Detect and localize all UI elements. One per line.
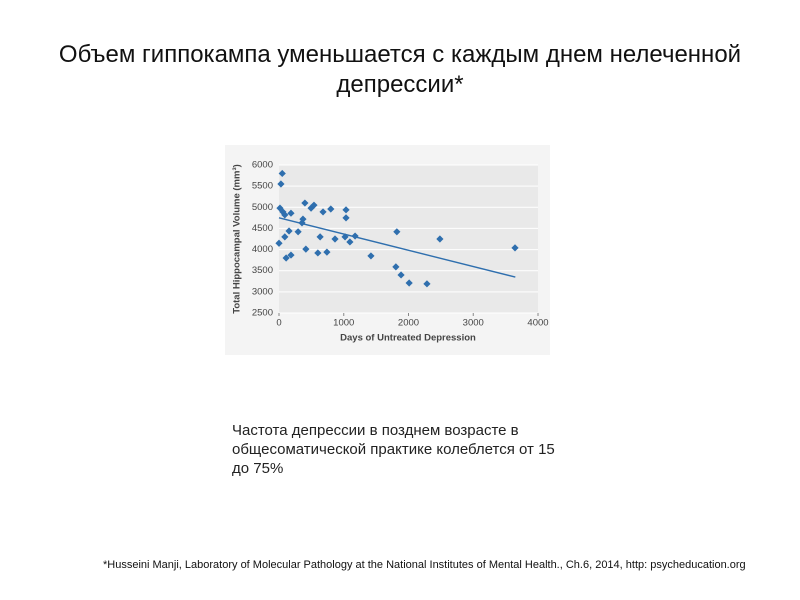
x-tick-label: 3000 (463, 318, 484, 329)
data-point (342, 214, 350, 222)
footnote: *Husseini Manji, Laboratory of Molecular… (103, 559, 746, 571)
data-point (275, 239, 283, 247)
data-point (392, 263, 400, 271)
data-point (511, 244, 519, 252)
data-point (277, 180, 285, 188)
x-tick-label: 4000 (527, 318, 548, 329)
data-point (294, 228, 302, 236)
data-point (436, 235, 444, 243)
x-axis-label: Days of Untreated Depression (340, 333, 476, 344)
y-tick-label: 4500 (252, 223, 273, 234)
data-point (342, 206, 350, 214)
slide-title: Объем гиппокампа уменьшается с каждым дн… (58, 41, 742, 98)
x-tick-label: 2000 (398, 318, 419, 329)
data-point (346, 238, 354, 246)
trend-line (278, 217, 516, 278)
data-point (285, 227, 293, 235)
y-tick-label: 6000 (252, 160, 273, 171)
y-tick-label: 4000 (252, 244, 273, 255)
note-text: Частота депрессии в позднем возрасте в о… (232, 422, 555, 477)
x-tick-label: 0 (276, 318, 281, 329)
data-point (301, 199, 309, 207)
data-point (282, 254, 290, 262)
data-point (351, 232, 359, 240)
y-tick-label: 2500 (252, 308, 273, 319)
plot-area (279, 165, 538, 313)
chart: Days of Untreated Depression Total Hippo… (225, 145, 550, 355)
y-tick-label: 3000 (252, 286, 273, 297)
data-point (276, 204, 284, 212)
x-tick-label: 1000 (333, 318, 354, 329)
y-tick-label: 5000 (252, 202, 273, 213)
y-tick-label: 5500 (252, 181, 273, 192)
y-axis-label: Total Hippocampal Volume (mm³) (232, 164, 243, 314)
y-tick-label: 3500 (252, 265, 273, 276)
